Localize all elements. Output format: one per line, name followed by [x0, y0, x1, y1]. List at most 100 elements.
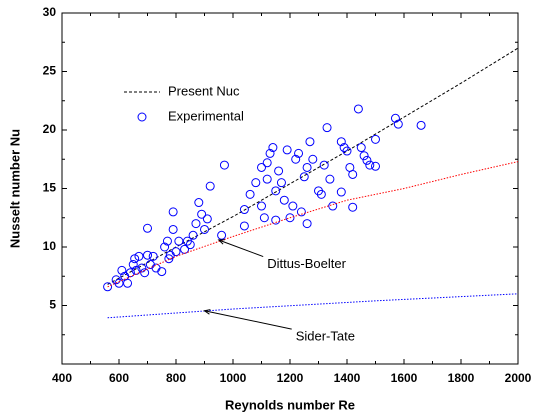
- plot-frame: [61, 12, 519, 365]
- data-point: [291, 154, 301, 164]
- annotation-arrowhead: [203, 309, 211, 315]
- data-point: [123, 278, 133, 288]
- data-point: [288, 201, 298, 211]
- data-point: [162, 236, 172, 246]
- data-point: [239, 205, 249, 215]
- data-point: [302, 219, 312, 229]
- y-tick-label: 5: [49, 298, 56, 312]
- data-point: [356, 143, 366, 153]
- y-tick-label: 15: [43, 181, 57, 195]
- data-point: [157, 267, 167, 277]
- data-point: [185, 240, 195, 250]
- data-point: [194, 198, 204, 208]
- data-point: [279, 195, 289, 205]
- y-tick-label: 25: [43, 64, 57, 78]
- data-point: [390, 113, 400, 123]
- annotation-arrow: [218, 239, 264, 258]
- data-point: [188, 230, 198, 240]
- annotation: Dittus-Boelter: [267, 256, 346, 271]
- x-tick-label: 800: [166, 371, 186, 385]
- y-axis-label: Nusselt number Nu: [7, 129, 22, 248]
- data-point: [294, 148, 304, 158]
- data-point: [197, 209, 207, 219]
- data-point: [305, 137, 315, 147]
- x-tick-label: 2000: [505, 371, 532, 385]
- data-point: [282, 145, 292, 155]
- data-point: [365, 160, 375, 170]
- data-point: [257, 162, 266, 172]
- y-tick-label: 10: [43, 239, 57, 253]
- data-point: [319, 160, 329, 170]
- data-point: [299, 172, 309, 182]
- data-point: [251, 178, 261, 188]
- x-tick-label: 1200: [277, 371, 304, 385]
- annotation-arrow: [204, 310, 292, 330]
- data-point: [285, 213, 295, 223]
- legend-label: Present Nuc: [168, 83, 240, 98]
- data-point: [336, 187, 346, 197]
- data-point: [271, 186, 281, 196]
- data-point: [143, 250, 152, 260]
- data-point: [348, 169, 358, 179]
- data-point: [268, 143, 278, 153]
- data-point: [416, 120, 426, 130]
- series-line: [107, 293, 519, 319]
- data-point: [217, 230, 227, 240]
- annotation-arrowhead: [217, 239, 225, 245]
- x-axis-label: Reynolds number Re: [225, 397, 355, 412]
- data-point: [191, 219, 201, 229]
- y-tick-label: 20: [43, 122, 57, 136]
- x-tick-label: 1000: [220, 371, 247, 385]
- x-tick-label: 400: [52, 371, 72, 385]
- data-point: [148, 251, 158, 261]
- data-point: [353, 104, 363, 114]
- legend-swatch: [137, 112, 147, 122]
- data-point: [265, 148, 275, 158]
- data-point: [180, 244, 190, 254]
- data-point: [257, 201, 266, 211]
- data-point: [200, 224, 209, 234]
- data-point: [171, 247, 181, 257]
- data-point: [134, 251, 144, 261]
- data-point: [322, 123, 332, 133]
- data-point: [114, 278, 124, 288]
- data-point: [205, 181, 215, 191]
- data-point: [160, 242, 170, 252]
- data-point: [296, 207, 306, 217]
- data-point: [262, 174, 272, 184]
- data-point: [151, 263, 161, 273]
- data-point: [336, 137, 346, 147]
- data-point: [130, 254, 140, 264]
- data-point: [359, 151, 369, 161]
- data-point: [168, 207, 178, 217]
- data-point: [271, 215, 281, 225]
- data-point: [371, 134, 380, 144]
- data-point: [128, 260, 138, 270]
- data-point: [219, 160, 229, 170]
- data-point: [325, 174, 335, 184]
- data-point: [362, 155, 372, 165]
- x-tick-label: 600: [109, 371, 129, 385]
- data-point: [276, 178, 286, 188]
- y-tick-label: 30: [43, 5, 57, 19]
- data-point: [202, 214, 212, 224]
- data-point: [328, 201, 338, 211]
- x-tick-label: 1800: [448, 371, 475, 385]
- data-point: [103, 282, 113, 292]
- data-point: [245, 189, 255, 199]
- data-point: [262, 158, 272, 168]
- x-tick-label: 1600: [391, 371, 418, 385]
- data-point: [174, 236, 184, 246]
- data-point: [302, 162, 312, 172]
- data-point: [168, 224, 178, 234]
- data-point: [393, 119, 403, 129]
- legend-label: Experimental: [168, 108, 244, 123]
- x-tick-label: 1400: [334, 371, 361, 385]
- data-point: [348, 202, 358, 212]
- data-point: [117, 265, 127, 275]
- data-point: [239, 221, 249, 231]
- data-point: [259, 213, 269, 223]
- data-point: [274, 166, 284, 176]
- data-point: [308, 154, 318, 164]
